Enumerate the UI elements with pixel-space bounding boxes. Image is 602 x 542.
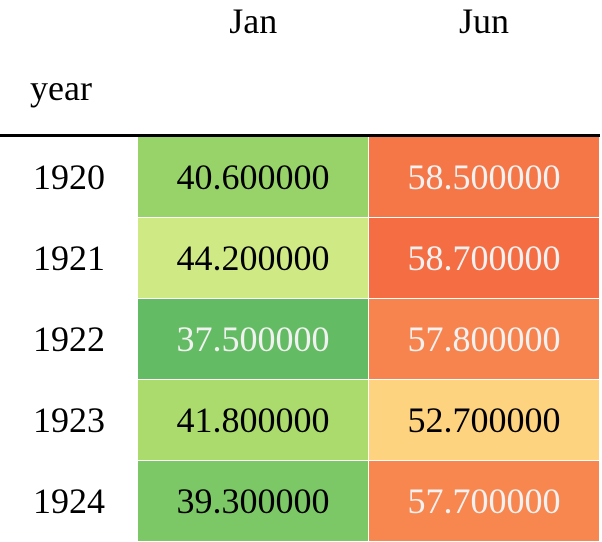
table-row: 1921 44.200000 58.700000 [0, 217, 600, 299]
row-label: 1922 [33, 319, 105, 359]
table-cell: 41.800000 [138, 379, 369, 461]
row-label: 1924 [33, 481, 105, 521]
index-name: year [0, 42, 138, 137]
table-row: 1923 41.800000 52.700000 [0, 379, 600, 461]
row-label: 1921 [33, 238, 105, 278]
table-cell: 58.700000 [368, 217, 600, 299]
row-label: 1923 [33, 400, 105, 440]
blank-corner [0, 0, 138, 42]
column-header: Jan [229, 1, 278, 41]
table-cell: 40.600000 [138, 135, 369, 218]
table-cell: 37.500000 [138, 298, 369, 380]
table-cell: 52.700000 [368, 379, 600, 461]
column-header-row: Jan Jun [0, 0, 600, 42]
column-header: Jun [458, 1, 509, 41]
table-row: 1922 37.500000 57.800000 [0, 298, 600, 380]
table-cell: 39.300000 [138, 460, 369, 542]
blank [138, 42, 369, 137]
table-cell: 57.700000 [368, 460, 600, 542]
index-name-row: year [0, 42, 600, 137]
table-cell: 58.500000 [368, 135, 600, 218]
row-label: 1920 [33, 157, 105, 198]
blank [368, 42, 600, 137]
table-cell: 57.800000 [368, 298, 600, 380]
table-row: 1920 40.600000 58.500000 [0, 135, 600, 218]
table-cell: 44.200000 [138, 217, 369, 299]
table-row: 1924 39.300000 57.700000 [0, 460, 600, 542]
